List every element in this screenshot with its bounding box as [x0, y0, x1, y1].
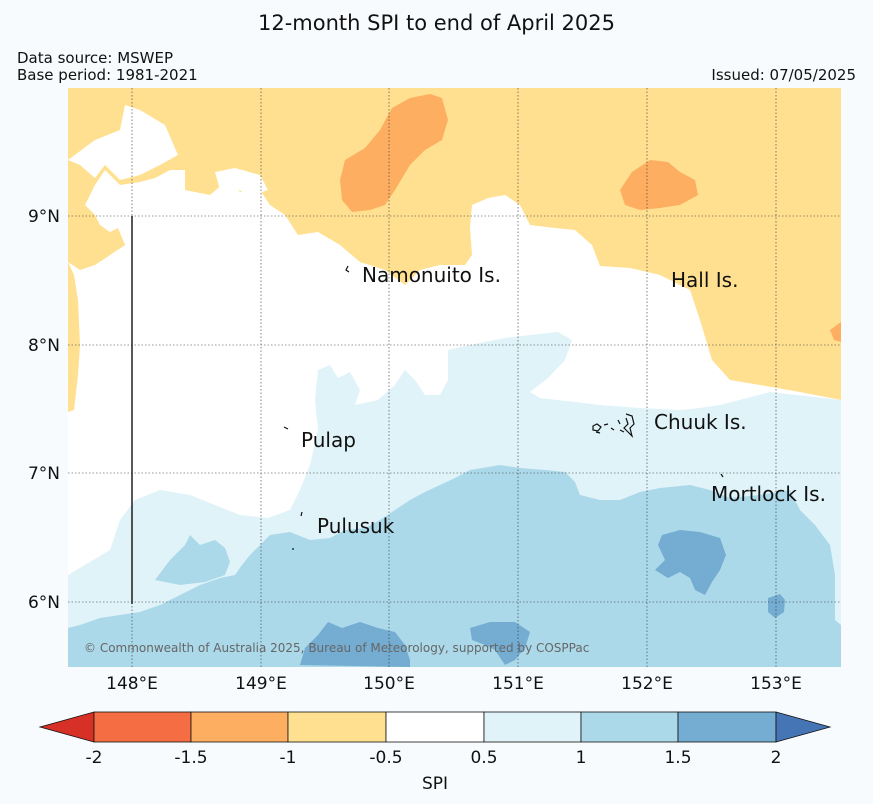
colorbar-tick: -0.5 [369, 748, 402, 768]
spi-dry-west-strip [68, 205, 125, 270]
lat-label-8n: 8°N [28, 336, 60, 356]
colorbar-tick: -1 [280, 748, 297, 768]
label-hall-is: Hall Is. [671, 268, 738, 292]
label-pulap: Pulap [301, 428, 356, 452]
spi-wet-patch-south [300, 622, 410, 667]
colorbar-label: SPI [422, 774, 448, 794]
colorbar-segment [190, 711, 289, 743]
lon-label-150: 150°E [363, 674, 415, 694]
graticule [68, 88, 841, 667]
label-mortlock-is: Mortlock Is. [711, 482, 826, 506]
copyright-notice: © Commonwealth of Australia 2025, Bureau… [84, 641, 589, 655]
colorbar-segment [677, 711, 777, 743]
colorbar-tick: 0.5 [470, 748, 497, 768]
island-outlines [283, 265, 724, 550]
colorbar: -2 -1.5 -1 -0.5 0.5 1 1.5 2 SPI [38, 711, 832, 794]
chart-title: 12-month SPI to end of April 2025 [257, 11, 616, 35]
colorbar-low-extend [38, 711, 95, 743]
colorbar-segment [93, 711, 192, 743]
colorbar-segment [385, 711, 485, 743]
spi-shading [68, 88, 841, 667]
colorbar-segment [287, 711, 387, 743]
lon-label-149: 149°E [235, 674, 287, 694]
colorbar-high-extend [775, 711, 832, 743]
issued-date-label: Issued: 07/05/2025 [711, 66, 856, 84]
spi-moderately-dry-patch-1 [340, 94, 448, 212]
colorbar-tick: -1.5 [174, 748, 207, 768]
label-chuuk-is: Chuuk Is. [654, 410, 747, 434]
label-pulusuk: Pulusuk [317, 514, 395, 538]
colorbar-tick: 1 [576, 748, 587, 768]
lon-label-152: 152°E [621, 674, 673, 694]
spi-wet-patch-east [655, 530, 726, 595]
lon-label-153: 153°E [750, 674, 802, 694]
lat-label-6n: 6°N [28, 593, 60, 613]
data-source-label: Data source: MSWEP [17, 49, 174, 67]
colorbar-tick: 2 [771, 748, 782, 768]
colorbar-segment [580, 711, 679, 743]
spi-moderately-dry-patch-2 [620, 160, 698, 210]
lat-label-7n: 7°N [28, 464, 60, 484]
colorbar-tick: -2 [86, 748, 103, 768]
longitude-labels: 148°E 149°E 150°E 151°E 152°E 153°E [106, 674, 802, 694]
label-namonuito-is: Namonuito Is. [362, 263, 501, 287]
lon-label-148: 148°E [106, 674, 158, 694]
colorbar-tick: 1.5 [664, 748, 691, 768]
latitude-labels: 9°N 8°N 7°N 6°N [28, 207, 60, 613]
colorbar-segment [483, 711, 582, 743]
lon-label-151: 151°E [492, 674, 544, 694]
base-period-label: Base period: 1981-2021 [17, 66, 198, 84]
lat-label-9n: 9°N [28, 207, 60, 227]
